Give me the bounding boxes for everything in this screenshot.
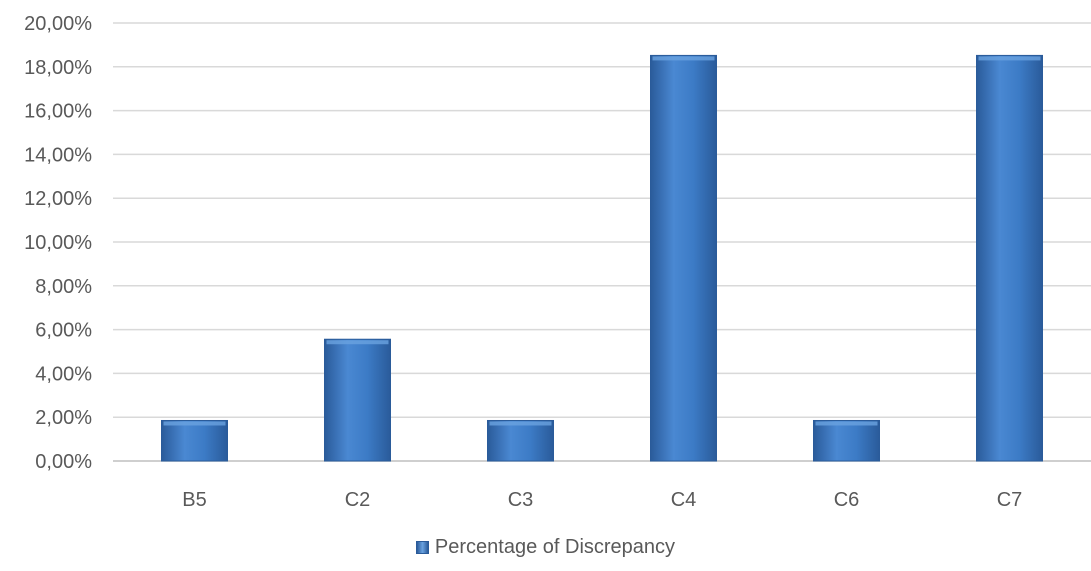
bar-b5 [161, 419, 228, 462]
bar-highlight [652, 56, 715, 61]
y-tick-label: 14,00% [24, 144, 92, 166]
y-axis-ticks: 0,00% 2,00% 4,00% 6,00% 8,00% 10,00% 12,00% 14,… [24, 13, 92, 473]
gridlines [113, 22, 1091, 462]
y-tick-label: 4,00% [35, 363, 92, 385]
legend-swatch [415, 541, 429, 554]
bars [161, 54, 1043, 462]
x-tick-label: C6 [834, 489, 860, 511]
y-tick-label: 12,00% [24, 188, 92, 210]
y-tick-label: 8,00% [35, 276, 92, 298]
x-tick-label: C3 [508, 489, 534, 511]
bar-highlight [815, 421, 878, 426]
bar-c7 [976, 54, 1043, 462]
y-tick-label: 2,00% [35, 407, 92, 429]
bar-highlight [326, 340, 389, 345]
bar-c3 [487, 419, 554, 462]
bar-highlight [489, 421, 552, 426]
x-axis-ticks: B5 C2 C3 C4 C6 C7 [182, 489, 1022, 511]
x-tick-label: C4 [671, 489, 697, 511]
x-tick-label: C7 [997, 489, 1023, 511]
bar-highlight [163, 421, 226, 426]
y-tick-label: 10,00% [24, 232, 92, 254]
x-tick-label: B5 [182, 489, 206, 511]
legend: Percentage of Discrepancy [0, 536, 1091, 559]
bar-highlight [978, 56, 1041, 61]
x-tick-label: C2 [345, 489, 371, 511]
legend-label: Percentage of Discrepancy [434, 536, 676, 558]
y-tick-label: 0,00% [35, 451, 92, 473]
y-tick-label: 18,00% [24, 57, 92, 79]
bar-c2 [324, 338, 391, 462]
bar-c6 [813, 419, 880, 462]
y-tick-label: 20,00% [24, 13, 92, 35]
y-tick-label: 16,00% [24, 101, 92, 123]
bar-c4 [650, 54, 717, 462]
y-tick-label: 6,00% [35, 320, 92, 342]
